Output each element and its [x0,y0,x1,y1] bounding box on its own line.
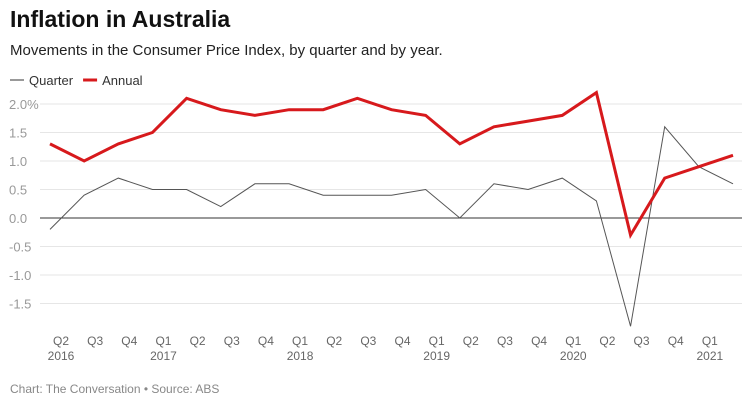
chart-subtitle: Movements in the Consumer Price Index, b… [10,42,443,59]
x-tick-label: Q4 [121,334,137,348]
series-line-annual [49,90,734,240]
x-tick-label: Q1 [702,334,718,348]
x-tick-year-label: 2017 [150,349,177,363]
x-tick-label: Q3 [634,334,650,348]
x-tick-label: Q1 [155,334,171,348]
x-tick-year-label: 2019 [423,349,450,363]
x-tick-label: Q2 [463,334,479,348]
y-tick-label: -1.0 [9,268,31,283]
x-tick-label: Q4 [394,334,410,348]
x-tick-label: Q2 [599,334,615,348]
x-tick-label: Q2 [190,334,206,348]
x-tick-label: Q4 [531,334,547,348]
y-tick-label: 0.5 [9,183,27,198]
legend-label-quarter: Quarter [29,73,74,88]
y-tick-label: 0.0 [9,211,27,226]
legend-label-annual: Annual [102,73,143,88]
x-tick-label: Q4 [668,334,684,348]
x-tick-label: Q3 [497,334,513,348]
y-tick-label: -0.5 [9,240,31,255]
y-tick-label: 1.0 [9,154,27,169]
y-tick-label: 1.5 [9,126,27,141]
x-tick-label: Q3 [87,334,103,348]
y-tick-label: -1.5 [9,297,31,312]
x-tick-year-label: 2016 [48,349,75,363]
x-tick-label: Q1 [429,334,445,348]
x-tick-label: Q3 [224,334,240,348]
y-tick-label: 2.0% [9,97,39,112]
x-tick-label: Q2 [326,334,342,348]
chart-title: Inflation in Australia [10,6,231,32]
x-tick-label: Q4 [258,334,274,348]
x-tick-label: Q2 [53,334,69,348]
x-tick-label: Q1 [292,334,308,348]
x-tick-label: Q3 [360,334,376,348]
chart-footer: Chart: The Conversation • Source: ABS [10,382,220,396]
x-tick-year-label: 2018 [287,349,314,363]
x-tick-year-label: 2020 [560,349,587,363]
series-line-quarter [49,125,734,327]
x-tick-year-label: 2021 [696,349,723,363]
x-tick-label: Q1 [565,334,581,348]
